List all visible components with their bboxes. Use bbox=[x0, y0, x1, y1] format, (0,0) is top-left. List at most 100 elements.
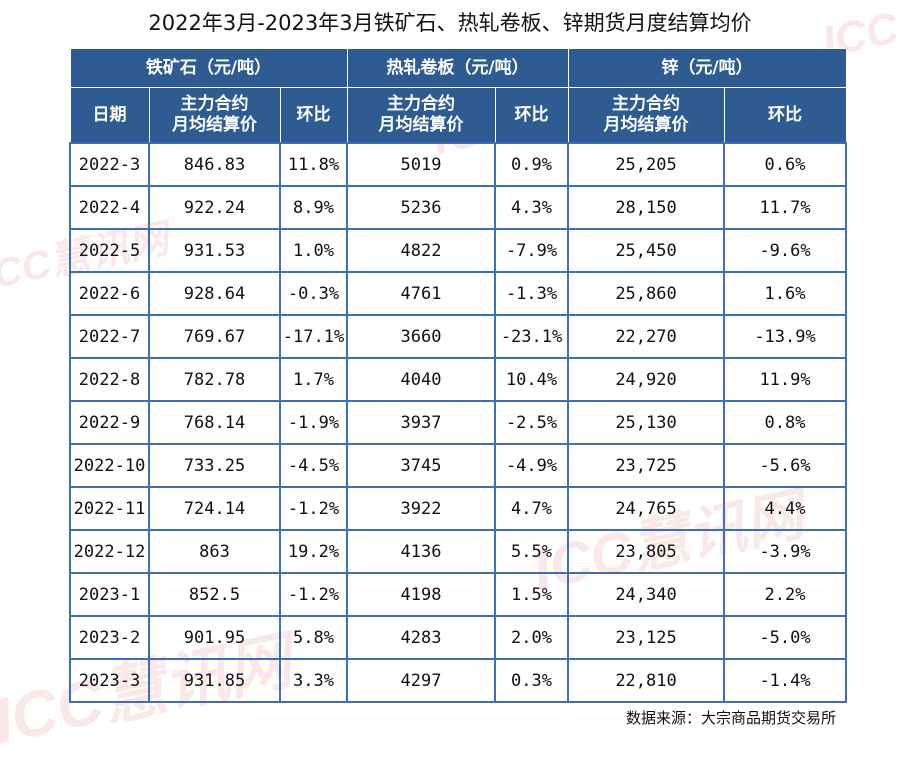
table-row: 2022-10 733.25 -4.5% 3745 -4.9% 23,725 -5.6% bbox=[69, 443, 848, 488]
cell-iron-ore-price: 724.14 bbox=[148, 486, 281, 531]
cell-date: 2022-12 bbox=[69, 529, 150, 574]
cell-zinc-price: 25,130 bbox=[567, 400, 726, 445]
table-row: 2022-6 928.64 -0.3% 4761 -1.3% 25,860 1.6% bbox=[69, 271, 848, 316]
table-row: 2023-1 852.5 -1.2% 4198 1.5% 24,340 2.2% bbox=[69, 572, 848, 617]
col-header-zinc-mom: 环比 bbox=[723, 87, 847, 144]
cell-date: 2022-3 bbox=[69, 142, 150, 187]
cell-iron-ore-price: 733.25 bbox=[148, 443, 281, 488]
cell-iron-ore-mom: 11.8% bbox=[278, 142, 349, 187]
cell-zinc-mom: 0.6% bbox=[723, 142, 848, 187]
cell-date: 2022-9 bbox=[69, 400, 150, 445]
cell-zinc-price: 22,810 bbox=[567, 658, 726, 703]
cell-hrc-price: 4761 bbox=[346, 271, 497, 316]
cell-zinc-price: 23,805 bbox=[567, 529, 726, 574]
cell-iron-ore-mom: 3.3% bbox=[278, 658, 349, 703]
cell-hrc-price: 4040 bbox=[346, 357, 497, 402]
cell-hrc-price: 3937 bbox=[346, 400, 497, 445]
cell-hrc-mom: -4.9% bbox=[494, 443, 570, 488]
cell-zinc-mom: -13.9% bbox=[723, 314, 848, 359]
cell-date: 2023-3 bbox=[69, 658, 150, 703]
cell-iron-ore-mom: -1.9% bbox=[278, 400, 349, 445]
cell-hrc-price: 3745 bbox=[346, 443, 497, 488]
cell-zinc-mom: 1.6% bbox=[723, 271, 848, 316]
col-header-date: 日期 bbox=[69, 87, 150, 144]
cell-hrc-price: 3922 bbox=[346, 486, 497, 531]
cell-hrc-price: 4283 bbox=[346, 615, 497, 660]
cell-zinc-mom: 11.7% bbox=[723, 185, 848, 230]
cell-date: 2022-10 bbox=[69, 443, 150, 488]
cell-hrc-price: 3660 bbox=[346, 314, 497, 359]
cell-iron-ore-mom: 19.2% bbox=[278, 529, 349, 574]
col-header-iron-ore-price: 主力合约 月均结算价 bbox=[148, 87, 281, 144]
cell-zinc-price: 23,125 bbox=[567, 615, 726, 660]
cell-hrc-mom: -1.3% bbox=[494, 271, 570, 316]
cell-date: 2023-1 bbox=[69, 572, 150, 617]
col-header-iron-ore-mom: 环比 bbox=[279, 87, 348, 144]
cell-hrc-mom: 5.5% bbox=[494, 529, 570, 574]
cell-date: 2022-11 bbox=[69, 486, 150, 531]
cell-hrc-mom: 4.7% bbox=[494, 486, 570, 531]
cell-hrc-mom: 1.5% bbox=[494, 572, 570, 617]
table-row: 2022-11 724.14 -1.2% 3922 4.7% 24,765 4.4% bbox=[69, 486, 848, 531]
group-header-iron-ore: 铁矿石（元/吨） bbox=[69, 48, 348, 88]
cell-zinc-price: 24,340 bbox=[567, 572, 726, 617]
cell-iron-ore-price: 928.64 bbox=[148, 271, 281, 316]
col-header-hrc-price: 主力合约 月均结算价 bbox=[346, 87, 496, 144]
settlement-price-table: 铁矿石（元/吨） 热轧卷板（元/吨） 锌（元/吨） 日期 主力合约 月均结算价 环比主… bbox=[69, 48, 848, 703]
cell-hrc-price: 5019 bbox=[346, 142, 497, 187]
table-row: 2022-8 782.78 1.7% 4040 10.4% 24,920 11.9% bbox=[69, 357, 848, 402]
cell-zinc-price: 25,860 bbox=[567, 271, 726, 316]
cell-iron-ore-price: 782.78 bbox=[148, 357, 281, 402]
data-source-note: 数据来源：大宗商品期货交易所 bbox=[625, 709, 836, 727]
cell-hrc-mom: -7.9% bbox=[494, 228, 570, 273]
col-header-hrc-mom: 环比 bbox=[494, 87, 569, 144]
cell-iron-ore-price: 846.83 bbox=[148, 142, 281, 187]
cell-iron-ore-mom: -1.2% bbox=[278, 486, 349, 531]
cell-iron-ore-mom: 8.9% bbox=[278, 185, 349, 230]
cell-date: 2022-7 bbox=[69, 314, 150, 359]
table-row: 2022-5 931.53 1.0% 4822 -7.9% 25,450 -9.6% bbox=[69, 228, 848, 273]
cell-iron-ore-price: 863 bbox=[148, 529, 281, 574]
cell-iron-ore-price: 922.24 bbox=[148, 185, 281, 230]
cell-zinc-mom: -3.9% bbox=[723, 529, 848, 574]
cell-iron-ore-mom: -4.5% bbox=[278, 443, 349, 488]
cell-iron-ore-price: 768.14 bbox=[148, 400, 281, 445]
cell-date: 2022-6 bbox=[69, 271, 150, 316]
cell-date: 2022-5 bbox=[69, 228, 150, 273]
cell-zinc-price: 23,725 bbox=[567, 443, 726, 488]
table-row: 2022-3 846.83 11.8% 5019 0.9% 25,205 0.6% bbox=[69, 142, 848, 187]
cell-zinc-mom: -1.4% bbox=[723, 658, 848, 703]
cell-hrc-price: 4822 bbox=[346, 228, 497, 273]
cell-hrc-price: 4297 bbox=[346, 658, 497, 703]
cell-hrc-mom: 0.9% bbox=[494, 142, 570, 187]
cell-date: 2022-4 bbox=[69, 185, 150, 230]
group-header-hot-rolled-coil: 热轧卷板（元/吨） bbox=[346, 48, 569, 88]
cell-hrc-price: 5236 bbox=[346, 185, 497, 230]
cell-date: 2022-8 bbox=[69, 357, 150, 402]
cell-iron-ore-mom: 1.0% bbox=[278, 228, 349, 273]
cell-hrc-price: 4136 bbox=[346, 529, 497, 574]
chart-title: 2022年3月-2023年3月铁矿石、热轧卷板、锌期货月度结算均价 bbox=[148, 11, 752, 35]
cell-iron-ore-mom: 1.7% bbox=[278, 357, 349, 402]
cell-iron-ore-mom: -17.1% bbox=[278, 314, 349, 359]
cell-iron-ore-price: 901.95 bbox=[148, 615, 281, 660]
table-row: 2023-2 901.95 5.8% 4283 2.0% 23,125 -5.0% bbox=[69, 615, 848, 660]
cell-hrc-mom: 2.0% bbox=[494, 615, 570, 660]
table-row: 2022-7 769.67 -17.1% 3660 -23.1% 22,270 -13.9% bbox=[69, 314, 848, 359]
cell-zinc-price: 25,205 bbox=[567, 142, 726, 187]
cell-iron-ore-mom: -1.2% bbox=[278, 572, 349, 617]
cell-zinc-mom: 4.4% bbox=[723, 486, 848, 531]
cell-zinc-mom: 11.9% bbox=[723, 357, 848, 402]
cell-zinc-price: 22,270 bbox=[567, 314, 726, 359]
cell-zinc-mom: -5.0% bbox=[723, 615, 848, 660]
cell-hrc-mom: 0.3% bbox=[494, 658, 570, 703]
cell-iron-ore-price: 931.85 bbox=[148, 658, 281, 703]
cell-zinc-mom: -9.6% bbox=[723, 228, 848, 273]
cell-hrc-mom: 4.3% bbox=[494, 185, 570, 230]
group-header-zinc: 锌（元/吨） bbox=[567, 48, 847, 88]
cell-iron-ore-price: 769.67 bbox=[148, 314, 281, 359]
col-header-zinc-price: 主力合约 月均结算价 bbox=[567, 87, 725, 144]
cell-hrc-mom: 10.4% bbox=[494, 357, 570, 402]
cell-zinc-price: 28,150 bbox=[567, 185, 726, 230]
cell-hrc-mom: -2.5% bbox=[494, 400, 570, 445]
